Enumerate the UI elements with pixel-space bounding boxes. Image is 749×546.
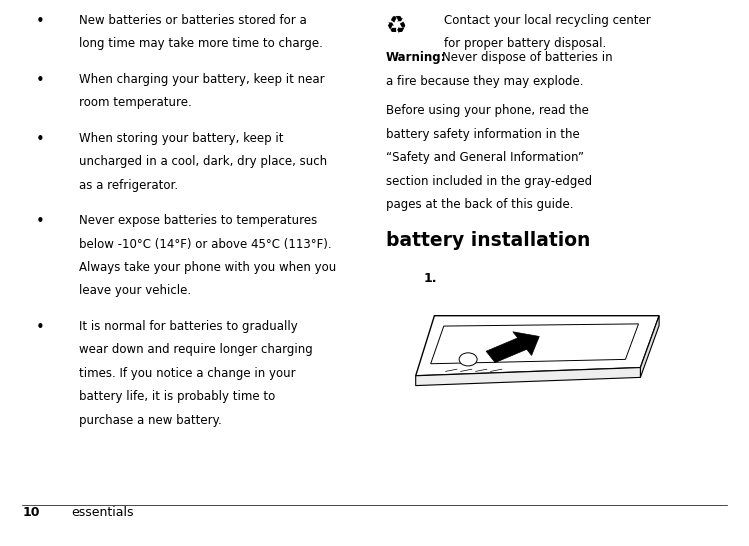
Text: Before using your phone, read the: Before using your phone, read the <box>386 104 589 117</box>
Text: battery life, it is probably time to: battery life, it is probably time to <box>79 390 275 403</box>
Text: pages at the back of this guide.: pages at the back of this guide. <box>386 198 573 211</box>
Text: It is normal for batteries to gradually: It is normal for batteries to gradually <box>79 320 297 333</box>
Polygon shape <box>640 316 659 377</box>
Text: 10: 10 <box>22 506 40 519</box>
Text: •: • <box>36 214 45 229</box>
Text: times. If you notice a change in your: times. If you notice a change in your <box>79 367 295 380</box>
Text: section included in the gray-edged: section included in the gray-edged <box>386 175 592 187</box>
Text: for proper battery disposal.: for proper battery disposal. <box>444 37 607 50</box>
Polygon shape <box>416 316 659 376</box>
Text: as a refrigerator.: as a refrigerator. <box>79 179 178 192</box>
Text: Always take your phone with you when you: Always take your phone with you when you <box>79 261 336 274</box>
Polygon shape <box>416 367 640 385</box>
Text: 1.: 1. <box>423 272 437 285</box>
Polygon shape <box>486 332 539 363</box>
Text: ♻: ♻ <box>386 14 407 38</box>
Text: When storing your battery, keep it: When storing your battery, keep it <box>79 132 283 145</box>
Text: essentials: essentials <box>71 506 133 519</box>
Text: room temperature.: room temperature. <box>79 96 192 109</box>
Text: battery installation: battery installation <box>386 231 590 250</box>
Text: •: • <box>36 132 45 146</box>
Polygon shape <box>431 324 638 364</box>
Text: uncharged in a cool, dark, dry place, such: uncharged in a cool, dark, dry place, su… <box>79 155 327 168</box>
Text: wear down and require longer charging: wear down and require longer charging <box>79 343 312 357</box>
Text: Contact your local recycling center: Contact your local recycling center <box>444 14 651 27</box>
Text: below -10°C (14°F) or above 45°C (113°F).: below -10°C (14°F) or above 45°C (113°F)… <box>79 238 331 251</box>
Text: a fire because they may explode.: a fire because they may explode. <box>386 75 583 87</box>
Text: purchase a new battery.: purchase a new battery. <box>79 414 222 427</box>
Text: Warning:: Warning: <box>386 51 446 64</box>
Circle shape <box>459 353 477 366</box>
Text: battery safety information in the: battery safety information in the <box>386 128 580 140</box>
Text: New batteries or batteries stored for a: New batteries or batteries stored for a <box>79 14 306 27</box>
Text: long time may take more time to charge.: long time may take more time to charge. <box>79 37 323 50</box>
Text: Never dispose of batteries in: Never dispose of batteries in <box>442 51 613 64</box>
Text: •: • <box>36 320 45 335</box>
Text: When charging your battery, keep it near: When charging your battery, keep it near <box>79 73 324 86</box>
Text: Never expose batteries to temperatures: Never expose batteries to temperatures <box>79 214 317 227</box>
Text: leave your vehicle.: leave your vehicle. <box>79 284 191 298</box>
Text: “Safety and General Information”: “Safety and General Information” <box>386 151 583 164</box>
Text: •: • <box>36 73 45 87</box>
Text: •: • <box>36 14 45 28</box>
